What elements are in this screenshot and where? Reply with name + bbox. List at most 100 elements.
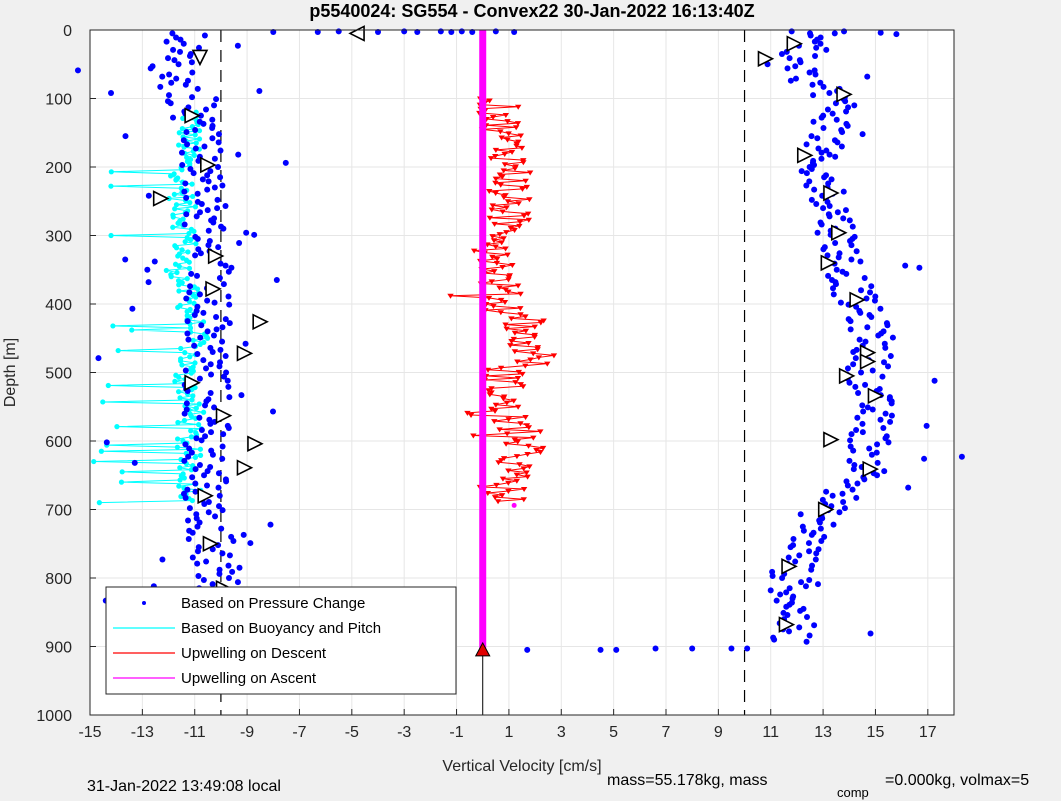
pressure-point-surface: [511, 29, 518, 36]
buoyancy-point: [188, 370, 194, 376]
pressure-point-ascent: [834, 139, 841, 146]
pressure-point-descent: [194, 272, 201, 279]
pressure-point-descent: [234, 579, 241, 586]
buoyancy-point: [168, 173, 174, 179]
pressure-point-descent: [74, 67, 81, 74]
upwell-descent-point: [497, 310, 505, 316]
pressure-point-descent: [236, 240, 243, 247]
pressure-point-ascent: [783, 589, 790, 596]
upwell-descent-point: [496, 232, 503, 238]
buoyancy-point: [108, 232, 114, 239]
upwell-descent-point: [517, 133, 525, 139]
pressure-point-descent: [273, 277, 280, 284]
pressure-point-descent: [189, 529, 196, 536]
buoyancy-point: [191, 152, 197, 158]
pressure-point-descent: [215, 131, 222, 138]
buoyancy-point: [178, 345, 184, 352]
pressure-point-descent: [144, 266, 151, 273]
pressure-point-descent: [219, 443, 226, 450]
pressure-point-descent: [216, 492, 223, 499]
x-axis-label: Vertical Velocity [cm/s]: [442, 758, 601, 775]
descent-direction-marker: [197, 487, 214, 505]
pressure-point-bottom: [652, 645, 659, 652]
upwell-descent-point: [505, 480, 512, 486]
upwell-descent-point: [499, 209, 506, 215]
pressure-point-ascent: [859, 131, 866, 138]
upwell-descent-point: [544, 361, 551, 367]
pressure-point-descent: [220, 225, 227, 232]
buoyancy-point: [190, 193, 196, 200]
buoyancy-point: [108, 183, 114, 189]
pressure-point-ascent: [873, 449, 880, 456]
upwell-descent-point: [499, 174, 506, 180]
upwell-descent-point: [511, 437, 518, 443]
buoyancy-point: [192, 454, 198, 461]
buoyancy-point: [196, 136, 203, 142]
x-tick-label: 11: [762, 724, 779, 741]
upwell-descent-point: [491, 419, 498, 425]
pressure-point-ascent: [804, 614, 811, 621]
legend-entry-upwell-ascent: Upwelling on Ascent: [181, 670, 317, 687]
upwell-descent-point: [507, 225, 515, 231]
pressure-point-ascent: [808, 133, 815, 140]
buoyancy-point: [196, 128, 203, 134]
pressure-point-descent: [207, 420, 214, 427]
upwell-descent-point: [503, 431, 511, 437]
pressure-point-descent: [230, 538, 237, 545]
upwell-descent-point: [500, 168, 507, 174]
upwell-descent-point: [514, 121, 522, 127]
pressure-point-ascent: [857, 309, 864, 316]
upwell-descent-point: [504, 199, 512, 205]
x-tick-label: -9: [240, 724, 254, 741]
upwell-descent-point: [530, 435, 537, 441]
buoyancy-point: [179, 167, 185, 173]
upwell-descent-point: [520, 466, 527, 472]
buoyancy-point: [177, 395, 183, 401]
upwell-descent-point: [512, 380, 519, 386]
pressure-point-ascent: [868, 283, 875, 290]
pressure-point-descent: [194, 560, 201, 567]
pressure-point-ascent: [809, 81, 816, 88]
buoyancy-point: [193, 294, 199, 300]
pressure-point-ascent: [802, 583, 809, 590]
buoyancy-point: [192, 360, 198, 366]
pressure-point-descent: [170, 114, 177, 121]
pressure-point-ascent: [864, 73, 871, 80]
pressure-point-ascent: [790, 535, 797, 542]
pressure-point-descent: [226, 552, 233, 559]
buoyancy-point: [201, 409, 207, 415]
buoyancy-point: [175, 389, 182, 395]
upwell-descent-point: [492, 154, 499, 160]
pressure-point-descent: [240, 531, 247, 538]
pressure-point-ascent: [850, 348, 857, 355]
upwell-descent-point: [535, 355, 543, 361]
buoyancy-point: [105, 382, 111, 389]
pressure-point-ascent: [844, 482, 851, 489]
pressure-point-descent: [192, 466, 199, 473]
upwell-descent-point: [488, 207, 495, 213]
pressure-point-descent: [236, 564, 243, 571]
pressure-point-ascent: [833, 266, 840, 273]
pressure-point-ascent: [868, 451, 875, 458]
buoyancy-point: [185, 249, 191, 255]
buoyancy-point: [196, 421, 202, 428]
pressure-point-surface: [492, 28, 499, 35]
pressure-point-descent: [194, 548, 201, 555]
buoyancy-point: [174, 269, 180, 276]
upwell-descent-point: [523, 470, 530, 476]
pressure-point-descent: [192, 127, 199, 134]
upwell-descent-point: [489, 203, 496, 209]
pressure-point-descent: [234, 42, 241, 49]
pressure-point-ascent: [803, 182, 810, 189]
upwell-descent-point: [537, 449, 544, 455]
pressure-point-ascent: [814, 229, 821, 236]
pressure-point-descent: [201, 501, 208, 508]
buoyancy-point: [182, 350, 188, 356]
pressure-point-ascent: [812, 556, 819, 563]
pressure-point-ascent: [849, 223, 856, 230]
buoyancy-point: [188, 413, 194, 419]
buoyancy-point: [176, 142, 182, 148]
pressure-point-ascent: [881, 359, 888, 366]
upwell-descent-point: [501, 151, 508, 157]
pressure-point-ascent: [786, 628, 793, 635]
